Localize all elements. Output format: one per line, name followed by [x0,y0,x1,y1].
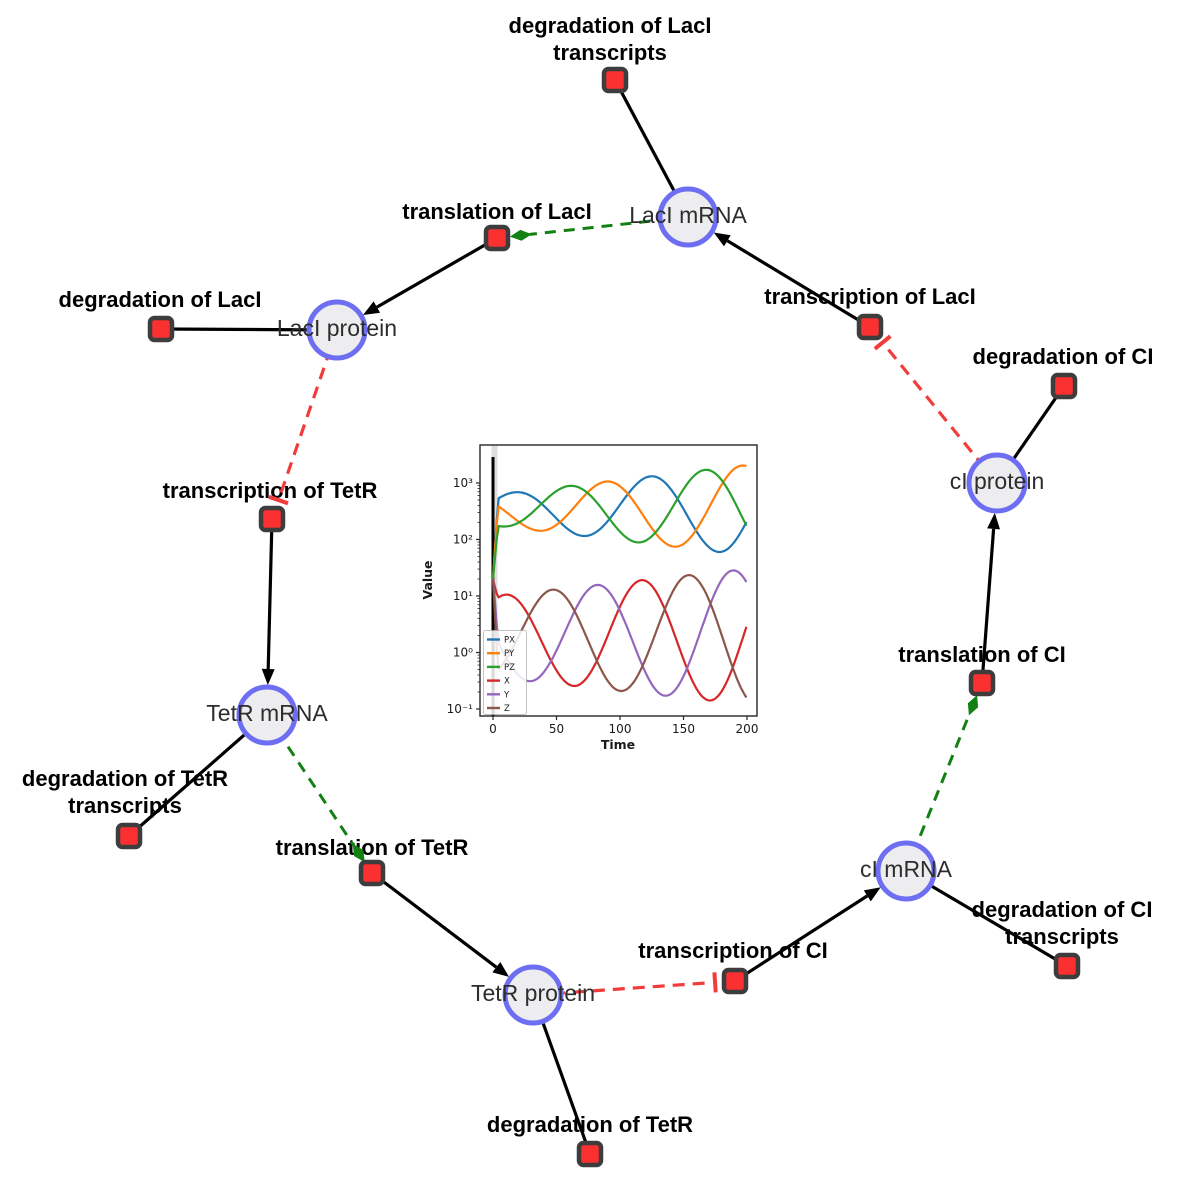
edge-transl_ci-ci_protein [980,528,996,684]
edge-transc_tetr-tetr_mrna [266,518,274,670]
x-tick-label: 0 [489,722,497,736]
edge-laci_protein-transc_tetr-inhibition-bar-icon [268,494,289,506]
species-label-ci_protein: cI protein [950,468,1045,494]
edge-transl_tetr-tetr_protein [371,871,498,969]
series-line-PY [491,464,747,580]
reaction-node-transl_ci[interactable] [968,669,996,697]
x-tick-label: 100 [609,722,632,736]
reaction-node-transl_tetr[interactable] [358,859,386,887]
edge-transl_ci-ci_protein-arrowhead [987,512,1000,530]
reaction-node-deg_ci[interactable] [1050,372,1078,400]
species-labels-layer: LacI mRNA LacI protein TetR mRNA TetR prote… [206,202,1044,1006]
reaction-label-deg_tetr: degradation of TetR [487,1112,693,1137]
reaction-node-deg_ci_tx[interactable] [1053,952,1081,980]
plot-frame [479,444,758,717]
reaction-label-deg_laci_tx: degradation of LacI [509,13,712,38]
species-node-laci_protein[interactable] [306,299,368,361]
reaction-label-transl_laci: translation of LacI [402,199,591,224]
reaction-label-transl_tetr: translation of TetR [276,835,469,860]
legend-label-PX: PX [504,636,515,646]
reaction-node-transc_laci[interactable] [856,313,884,341]
reaction-node-transc_ci[interactable] [721,967,749,995]
edge-transc_tetr-tetr_mrna-arrowhead [261,668,275,685]
y-tick-label: 10² [453,533,473,547]
legend-label-PY: PY [504,649,515,659]
y-axis-title: Value [420,560,435,599]
x-tick-label: 200 [736,722,759,736]
legend-label-Y: Y [503,690,510,700]
reaction-label-transc_laci: transcription of LacI [764,284,975,309]
edge-ci_mrna-deg_ci_tx [905,869,1068,968]
species-node-laci_mrna[interactable] [657,186,719,248]
reaction-label-transc_ci: transcription of CI [638,938,827,963]
edge-transc_laci-laci_mrna [726,239,871,329]
reaction-node-transl_laci[interactable] [483,224,511,252]
edge-transc_ci-ci_mrna-arrowhead [863,887,881,902]
edge-transc_laci-laci_mrna-arrowhead [713,232,731,247]
edge-tetr_mrna-deg_tetr_tx [127,713,269,838]
y-tick-label: 10³ [453,476,473,490]
series-line-Z [491,574,748,699]
species-node-tetr_protein[interactable] [502,964,564,1026]
series-line-Y [491,569,748,697]
species-node-ci_mrna[interactable] [875,840,937,902]
species-label-tetr_mrna: TetR mRNA [206,700,328,726]
x-tick-label: 150 [672,722,695,736]
species-label-laci_protein: LacI protein [277,315,397,341]
edge-transl_tetr-tetr_protein-arrowhead [492,962,510,977]
y-tick-label: 10¹ [453,589,473,603]
nodes-layer [115,66,1081,1168]
species-node-ci_protein[interactable] [966,452,1028,514]
y-tick-label: 10⁻¹ [447,702,474,716]
species-node-tetr_mrna[interactable] [236,684,298,746]
species-label-tetr_protein: TetR protein [471,980,595,1006]
legend-label-Z: Z [504,704,510,714]
x-axis-title: Time [601,737,635,752]
edge-transl_laci-laci_protein [376,236,498,309]
reaction-node-deg_laci[interactable] [147,315,175,343]
reaction-labels-layer: degradation of LacItranscriptstranslatio… [22,13,1154,1137]
edge-tetr_mrna-transl_tetr-modifier-diamond-icon [352,843,365,863]
legend-label-X: X [504,677,510,687]
edge-transl_laci-laci_protein-arrowhead [363,301,381,315]
edge-transc_ci-ci_mrna [734,894,869,983]
reaction-node-deg_tetr_tx[interactable] [115,822,143,850]
reaction-label-deg_ci: degradation of CI [973,344,1154,369]
species-label-laci_mrna: LacI mRNA [629,202,747,228]
reaction-label-deg_laci: degradation of LacI [59,287,262,312]
reaction-node-transc_tetr[interactable] [258,505,286,533]
edge-ci_protein-transc_laci-inhibition-bar-icon [873,334,892,351]
reaction-node-deg_laci_tx[interactable] [601,66,629,94]
x-tick-label: 50 [549,722,564,736]
reaction-label-deg_ci_tx: transcripts [1005,924,1119,949]
species-label-ci_mrna: cI mRNA [860,856,953,882]
reaction-label-deg_ci_tx: degradation of CI [972,897,1153,922]
edges-layer [127,79,1068,1155]
reaction-node-deg_tetr[interactable] [576,1140,604,1168]
series-line-X [491,578,748,702]
legend-label-PZ: PZ [504,663,515,673]
edge-ci_mrna-transl_ci-modifier-diamond-icon [967,695,979,716]
y-tick-label: 10⁰ [453,646,473,660]
series-line-PZ [491,468,748,580]
edge-tetr_protein-transc_ci-inhibition-bar-icon [712,972,718,993]
reaction-label-deg_tetr_tx: degradation of TetR [22,766,228,791]
inset-timeseries-chart: 0 50 100 150 200 10³ 10² 10¹ 10⁰ 10⁻¹ Time Value PX P… [420,444,759,752]
series-line-PX [491,475,748,580]
edge-laci_mrna-transl_laci-modifier-diamond-icon [509,229,532,241]
reaction-label-deg_laci_tx: transcripts [553,40,667,65]
